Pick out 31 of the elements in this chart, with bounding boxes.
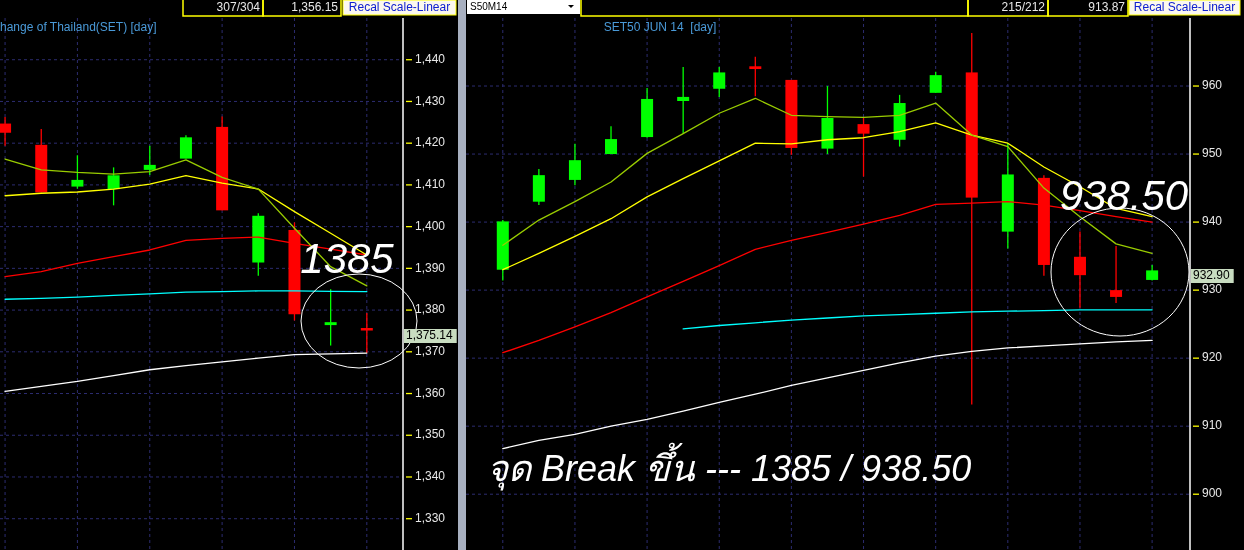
- y-tick-label: 960: [1202, 78, 1223, 93]
- y-tick-label: 1,360: [415, 385, 446, 400]
- y-tick-label: 1,350: [415, 427, 446, 442]
- text: Recal Scale-Linear: [348, 0, 451, 15]
- y-tick-label: 930: [1202, 282, 1223, 297]
- y-tick-label: 1,330: [415, 510, 446, 525]
- y-tick-label: 950: [1202, 146, 1223, 161]
- y-tick-label: 1,410: [415, 177, 446, 192]
- text: S50M14: [470, 0, 508, 12]
- price-tag: 932.90: [1191, 268, 1234, 283]
- text: 913.87: [1088, 0, 1126, 15]
- annotation: จุด Break ขึ้น --- 1385 / 938.50: [487, 441, 972, 491]
- y-tick-label: 1,420: [415, 135, 446, 150]
- text: 215/212: [1001, 0, 1046, 15]
- price-tag: 1,375.14: [404, 328, 457, 343]
- y-tick-label: 1,340: [415, 469, 446, 484]
- y-tick-label: 1,380: [415, 302, 446, 317]
- chart-title: SET50 JUN 14 [day]: [603, 20, 717, 34]
- text: Recal Scale-Linear: [1133, 0, 1236, 15]
- y-tick-label: 900: [1202, 486, 1223, 501]
- y-tick-label: 920: [1202, 350, 1223, 365]
- text: 307/304: [216, 0, 261, 15]
- y-tick-label: 1,400: [415, 218, 446, 233]
- y-tick-label: 1,430: [415, 93, 446, 108]
- y-tick-label: 940: [1202, 214, 1223, 229]
- text: 1,356.15: [291, 0, 339, 15]
- y-tick-label: 910: [1202, 418, 1223, 433]
- y-tick-label: 1,390: [415, 260, 446, 275]
- chart-title: hange of Thailand(SET) [day]: [0, 20, 157, 34]
- y-tick-label: 1,370: [415, 343, 446, 358]
- y-tick-label: 1,440: [415, 51, 446, 66]
